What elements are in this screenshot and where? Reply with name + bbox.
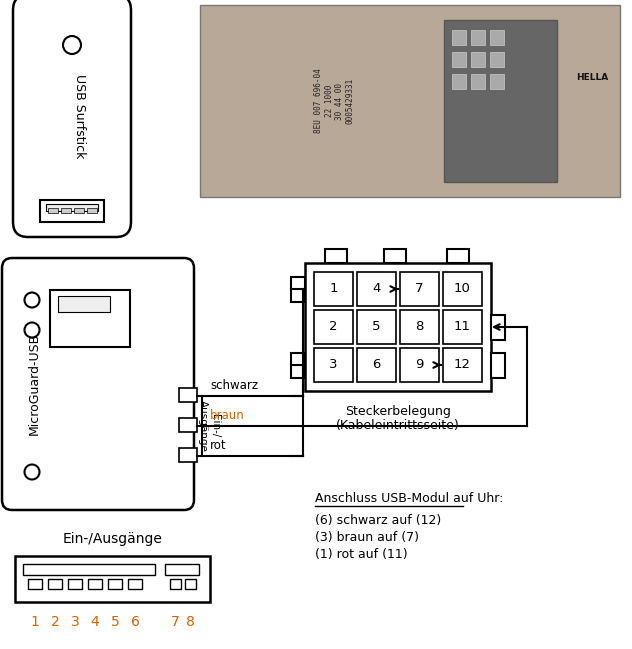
- Bar: [291, 353, 305, 378]
- Bar: [400, 310, 439, 344]
- Bar: [357, 348, 396, 382]
- Bar: [490, 52, 504, 67]
- Bar: [452, 52, 466, 67]
- Text: 5: 5: [111, 615, 119, 629]
- Text: 4: 4: [90, 615, 99, 629]
- Bar: [185, 579, 196, 589]
- Text: 7: 7: [415, 282, 423, 295]
- Bar: [179, 448, 197, 462]
- Text: USB Surfstick: USB Surfstick: [73, 74, 85, 158]
- Text: 2: 2: [329, 321, 337, 334]
- Bar: [28, 579, 42, 589]
- Circle shape: [25, 293, 39, 308]
- Text: Ein-/Ausgänge: Ein-/Ausgänge: [63, 532, 162, 546]
- Text: 7: 7: [171, 615, 180, 629]
- Bar: [200, 5, 620, 197]
- Text: 6: 6: [131, 615, 140, 629]
- Bar: [490, 30, 504, 45]
- Bar: [491, 315, 505, 339]
- Bar: [314, 272, 353, 306]
- Text: braun: braun: [210, 409, 245, 422]
- Bar: [23, 564, 155, 575]
- Bar: [50, 290, 130, 347]
- Bar: [15, 556, 210, 602]
- Bar: [471, 52, 485, 67]
- Bar: [74, 208, 84, 213]
- Bar: [314, 348, 353, 382]
- Text: 4: 4: [372, 282, 380, 295]
- Text: Ein-/
Ausgänge: Ein-/ Ausgänge: [198, 400, 220, 452]
- Bar: [444, 20, 557, 182]
- Text: 10: 10: [454, 282, 471, 295]
- Text: Anschluss USB-Modul auf Uhr:: Anschluss USB-Modul auf Uhr:: [315, 492, 503, 505]
- Bar: [447, 249, 469, 263]
- Bar: [40, 200, 104, 222]
- Bar: [48, 579, 62, 589]
- Bar: [357, 272, 396, 306]
- Text: (Kabeleintrittsseite): (Kabeleintrittsseite): [336, 419, 460, 432]
- Bar: [314, 310, 353, 344]
- Bar: [384, 249, 406, 263]
- Text: 2: 2: [51, 615, 59, 629]
- Bar: [491, 353, 505, 378]
- Text: 1: 1: [30, 615, 39, 629]
- Text: 3: 3: [71, 615, 80, 629]
- Bar: [452, 74, 466, 89]
- Text: schwarz: schwarz: [210, 379, 258, 392]
- Bar: [179, 388, 197, 402]
- Bar: [165, 564, 199, 575]
- Text: 12: 12: [454, 358, 471, 371]
- Text: 8: 8: [186, 615, 195, 629]
- Bar: [305, 263, 491, 391]
- Text: 5: 5: [372, 321, 380, 334]
- Bar: [490, 74, 504, 89]
- Bar: [87, 208, 97, 213]
- Text: (3) braun auf (7): (3) braun auf (7): [315, 531, 419, 544]
- Bar: [48, 208, 58, 213]
- Bar: [400, 348, 439, 382]
- Bar: [312, 270, 484, 384]
- Bar: [471, 74, 485, 89]
- FancyBboxPatch shape: [13, 0, 131, 237]
- Bar: [325, 249, 347, 263]
- Text: (6) schwarz auf (12): (6) schwarz auf (12): [315, 514, 441, 527]
- Circle shape: [25, 323, 39, 337]
- Bar: [400, 272, 439, 306]
- Text: 11: 11: [454, 321, 471, 334]
- Bar: [108, 579, 122, 589]
- FancyBboxPatch shape: [2, 258, 194, 510]
- Bar: [443, 348, 482, 382]
- Text: HELLA: HELLA: [576, 73, 608, 82]
- Bar: [61, 208, 71, 213]
- Text: (1) rot auf (11): (1) rot auf (11): [315, 548, 408, 561]
- Bar: [357, 310, 396, 344]
- Bar: [170, 579, 181, 589]
- Text: 9: 9: [415, 358, 423, 371]
- Bar: [58, 296, 110, 312]
- Bar: [443, 272, 482, 306]
- Text: 1: 1: [329, 282, 337, 295]
- Text: 3: 3: [329, 358, 337, 371]
- Text: MicroGuard-USB: MicroGuard-USB: [28, 333, 40, 435]
- Text: 6: 6: [372, 358, 380, 371]
- Bar: [128, 579, 142, 589]
- Bar: [179, 418, 197, 432]
- Bar: [88, 579, 102, 589]
- Circle shape: [63, 36, 81, 54]
- Text: 8: 8: [415, 321, 423, 334]
- Bar: [471, 30, 485, 45]
- Bar: [291, 277, 305, 302]
- Text: Steckerbelegung: Steckerbelegung: [345, 405, 451, 418]
- Text: 8EU 007 696-04
22 1000
30 44 00
0005429331: 8EU 007 696-04 22 1000 30 44 00 00054293…: [314, 69, 355, 134]
- Bar: [68, 579, 82, 589]
- Circle shape: [25, 465, 39, 480]
- Bar: [46, 204, 98, 211]
- Bar: [452, 30, 466, 45]
- Text: rot: rot: [210, 439, 227, 452]
- Bar: [443, 310, 482, 344]
